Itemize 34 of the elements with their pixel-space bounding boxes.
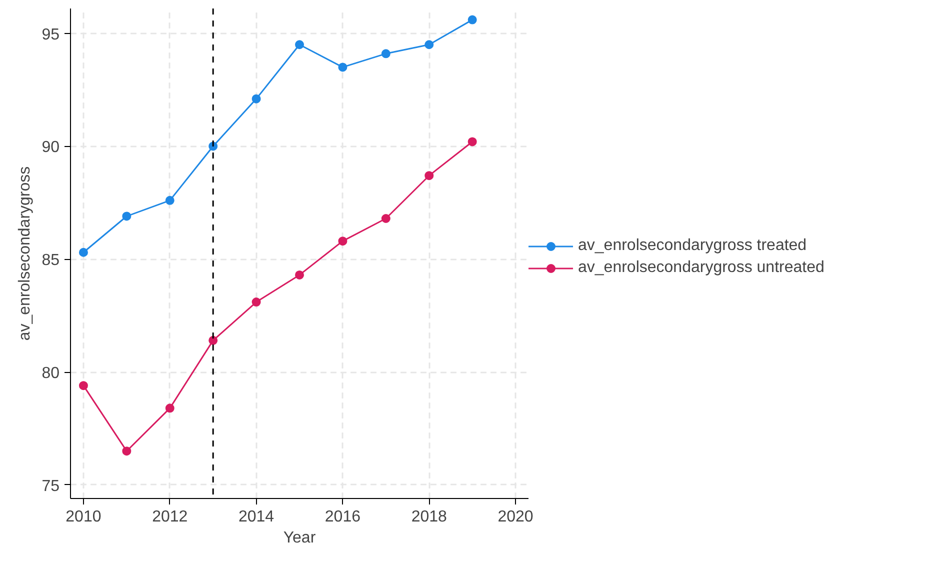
point <box>295 270 304 280</box>
y-tick-label: 75 <box>42 478 60 495</box>
point <box>381 49 390 58</box>
y-tick-label: 80 <box>42 365 60 382</box>
x-tick-label: 2020 <box>498 508 534 526</box>
legend-label: av_enrolsecondarygross treated <box>578 237 807 255</box>
point <box>295 40 304 50</box>
point <box>338 62 348 72</box>
y-tick-label: 95 <box>42 26 60 44</box>
point <box>338 236 348 246</box>
x-tick-label: 2012 <box>152 508 188 526</box>
y-axis-title: av_enrolsecondarygross <box>16 166 34 341</box>
y-tick-label: 85 <box>42 252 60 270</box>
x-tick-label: 2018 <box>411 508 448 526</box>
y-tick-label: 90 <box>42 139 60 156</box>
point <box>122 446 132 456</box>
point <box>122 212 132 221</box>
point <box>381 214 390 223</box>
point <box>468 15 477 24</box>
point <box>424 171 434 180</box>
point <box>252 94 261 104</box>
point <box>468 137 477 146</box>
point <box>78 381 88 390</box>
x-tick-label: 2014 <box>238 508 274 526</box>
x-axis-title: Year <box>283 530 316 546</box>
point <box>252 298 261 307</box>
x-tick-label: 2016 <box>324 508 361 526</box>
point <box>165 196 174 205</box>
point <box>424 40 434 50</box>
legend-label: av_enrolsecondarygross untreated <box>578 259 824 277</box>
point <box>165 404 174 413</box>
point <box>208 336 218 345</box>
x-tick-label: 2010 <box>66 508 102 526</box>
point <box>78 248 88 257</box>
